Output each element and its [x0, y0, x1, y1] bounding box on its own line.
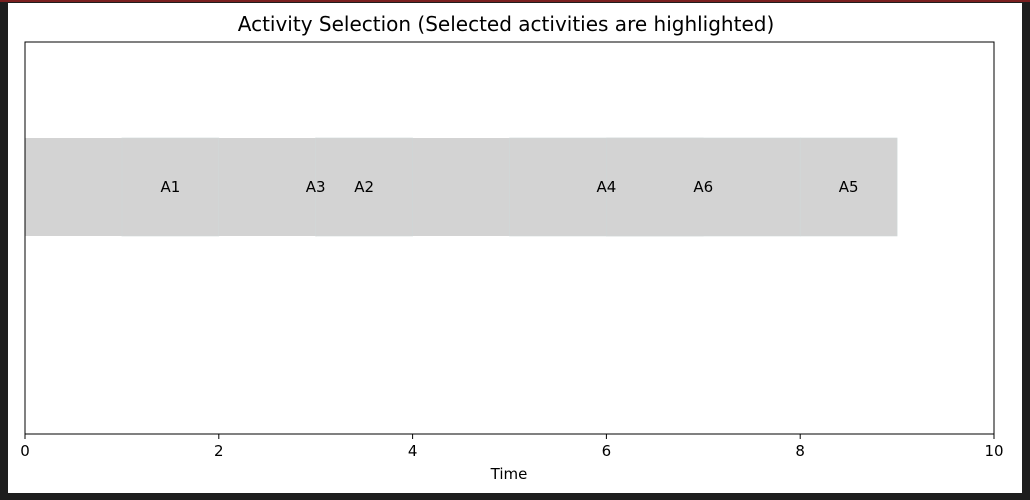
x-tick-label: 4	[408, 442, 418, 460]
x-tick-label: 8	[795, 442, 805, 460]
x-tick-label: 2	[214, 442, 224, 460]
chart-figure: Activity Selection (Selected activities …	[8, 3, 1022, 493]
x-axis-label: Time	[490, 465, 528, 483]
activity-bar-a2	[315, 137, 413, 237]
activity-bar-a6	[606, 137, 801, 237]
plot-area-border	[24, 41, 995, 435]
activity-label-a3: A3	[306, 178, 326, 196]
activity-label-a6: A6	[693, 178, 713, 196]
activity-label-a2: A2	[354, 178, 374, 196]
bar-labels-layer: A1 A3 A2 A4 A6 A5	[160, 178, 858, 196]
x-tick-label: 0	[20, 442, 30, 460]
x-tick-label: 6	[602, 442, 612, 460]
chart-title: Activity Selection (Selected activities …	[238, 12, 775, 36]
bars-layer	[25, 137, 898, 237]
activity-label-a5: A5	[839, 178, 859, 196]
activity-label-a1: A1	[160, 178, 180, 196]
activity-bar-a5	[799, 137, 898, 237]
activity-chart: Activity Selection (Selected activities …	[20, 12, 1004, 483]
activity-label-a4: A4	[596, 178, 616, 196]
x-tick-label: 10	[984, 442, 1003, 460]
x-axis-ticks: 0 2 4 6 8 10	[20, 434, 1004, 460]
activity-bar-a1	[121, 137, 220, 237]
window-top-accent	[0, 0, 1030, 2]
